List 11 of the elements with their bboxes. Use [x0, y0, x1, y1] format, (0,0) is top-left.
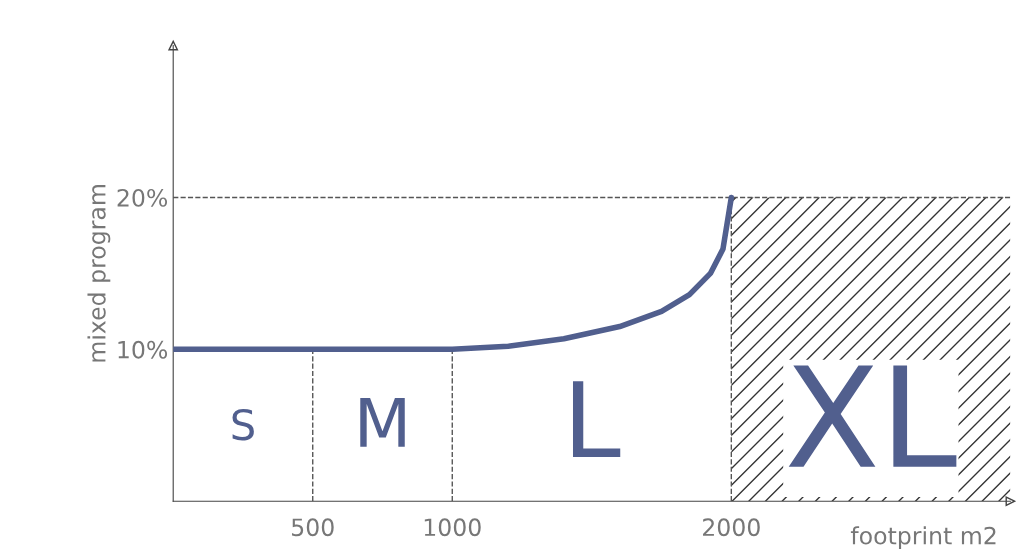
y-axis-title: mixed program [87, 185, 111, 362]
annotation: XL [788, 365, 957, 467]
annotation: M [360, 398, 405, 447]
annotation: S [232, 408, 254, 441]
y-tick-label: 20% [117, 188, 168, 207]
y-tick-label: 10% [118, 340, 168, 359]
x-tick-label: 2000 [703, 518, 760, 537]
x-tick-label: 1000 [424, 518, 481, 537]
x-axis-title: footprint m2 [850, 526, 996, 549]
x-tick-label: 500 [292, 518, 334, 537]
annotation: L [573, 381, 621, 458]
